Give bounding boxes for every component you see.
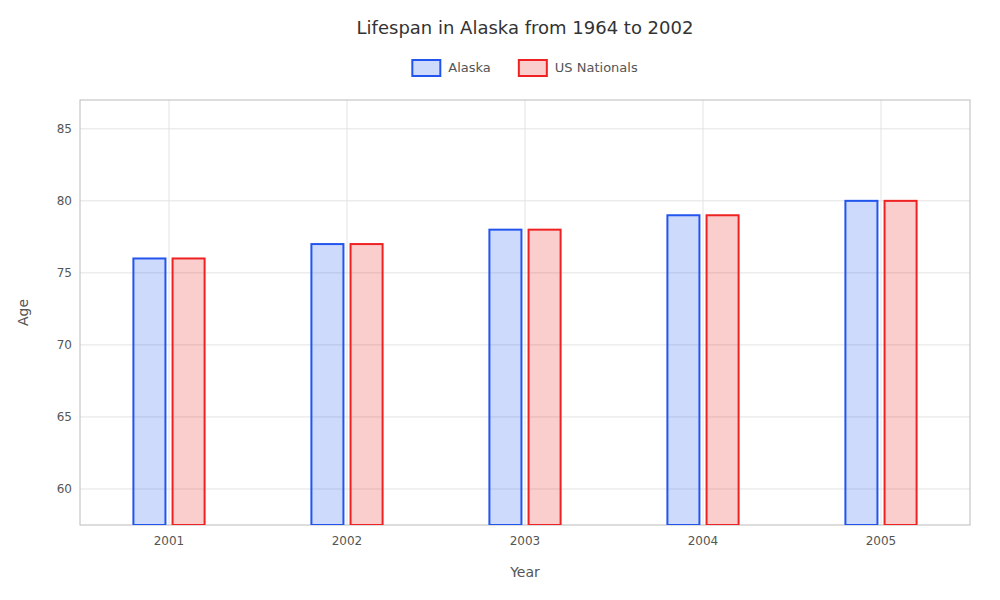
x-grid-line [881,100,882,525]
bar [707,215,739,525]
legend-label: US Nationals [555,60,638,75]
x-axis-label: Year [509,564,540,580]
x-grid-line [347,100,348,525]
y-axis-label: Age [15,299,31,326]
chart: 60 65 70 75 80 85 2001 2002 2003 2004 2005 Lifespan… [0,0,1000,600]
bar [133,258,165,525]
bar [173,258,205,525]
plot-frame [80,100,970,525]
bar [845,201,877,525]
y-tick-label: 85 [57,122,72,136]
bar [489,230,521,525]
title: Lifespan in Alaska from 1964 to 2002 [357,17,694,38]
bar [667,215,699,525]
legend-item: Alaska [412,60,491,76]
x-tick-label: 2004 [688,534,719,548]
bar [529,230,561,525]
bar [311,244,343,525]
x-grid-line [169,100,170,525]
x-grid-line [525,100,526,525]
x-tick-label: 2001 [154,534,185,548]
x-tick-label: 2003 [510,534,541,548]
y-tick-label: 80 [57,194,72,208]
bar [885,201,917,525]
y-tick-label: 60 [57,482,72,496]
x-tick-label: 2002 [332,534,363,548]
y-tick-label: 65 [57,410,72,424]
y-tick-label: 75 [57,266,72,280]
bars [133,201,916,525]
x-grid-line [703,100,704,525]
legend-swatch [412,60,440,76]
x-tick-label: 2005 [866,534,897,548]
bar [351,244,383,525]
y-tick-label: 70 [57,338,72,352]
legend-item: US Nationals [519,60,638,76]
legend-label: Alaska [448,60,491,75]
legend-swatch [519,60,547,76]
legend: Alaska US Nationals [412,60,638,76]
grid [80,100,970,525]
